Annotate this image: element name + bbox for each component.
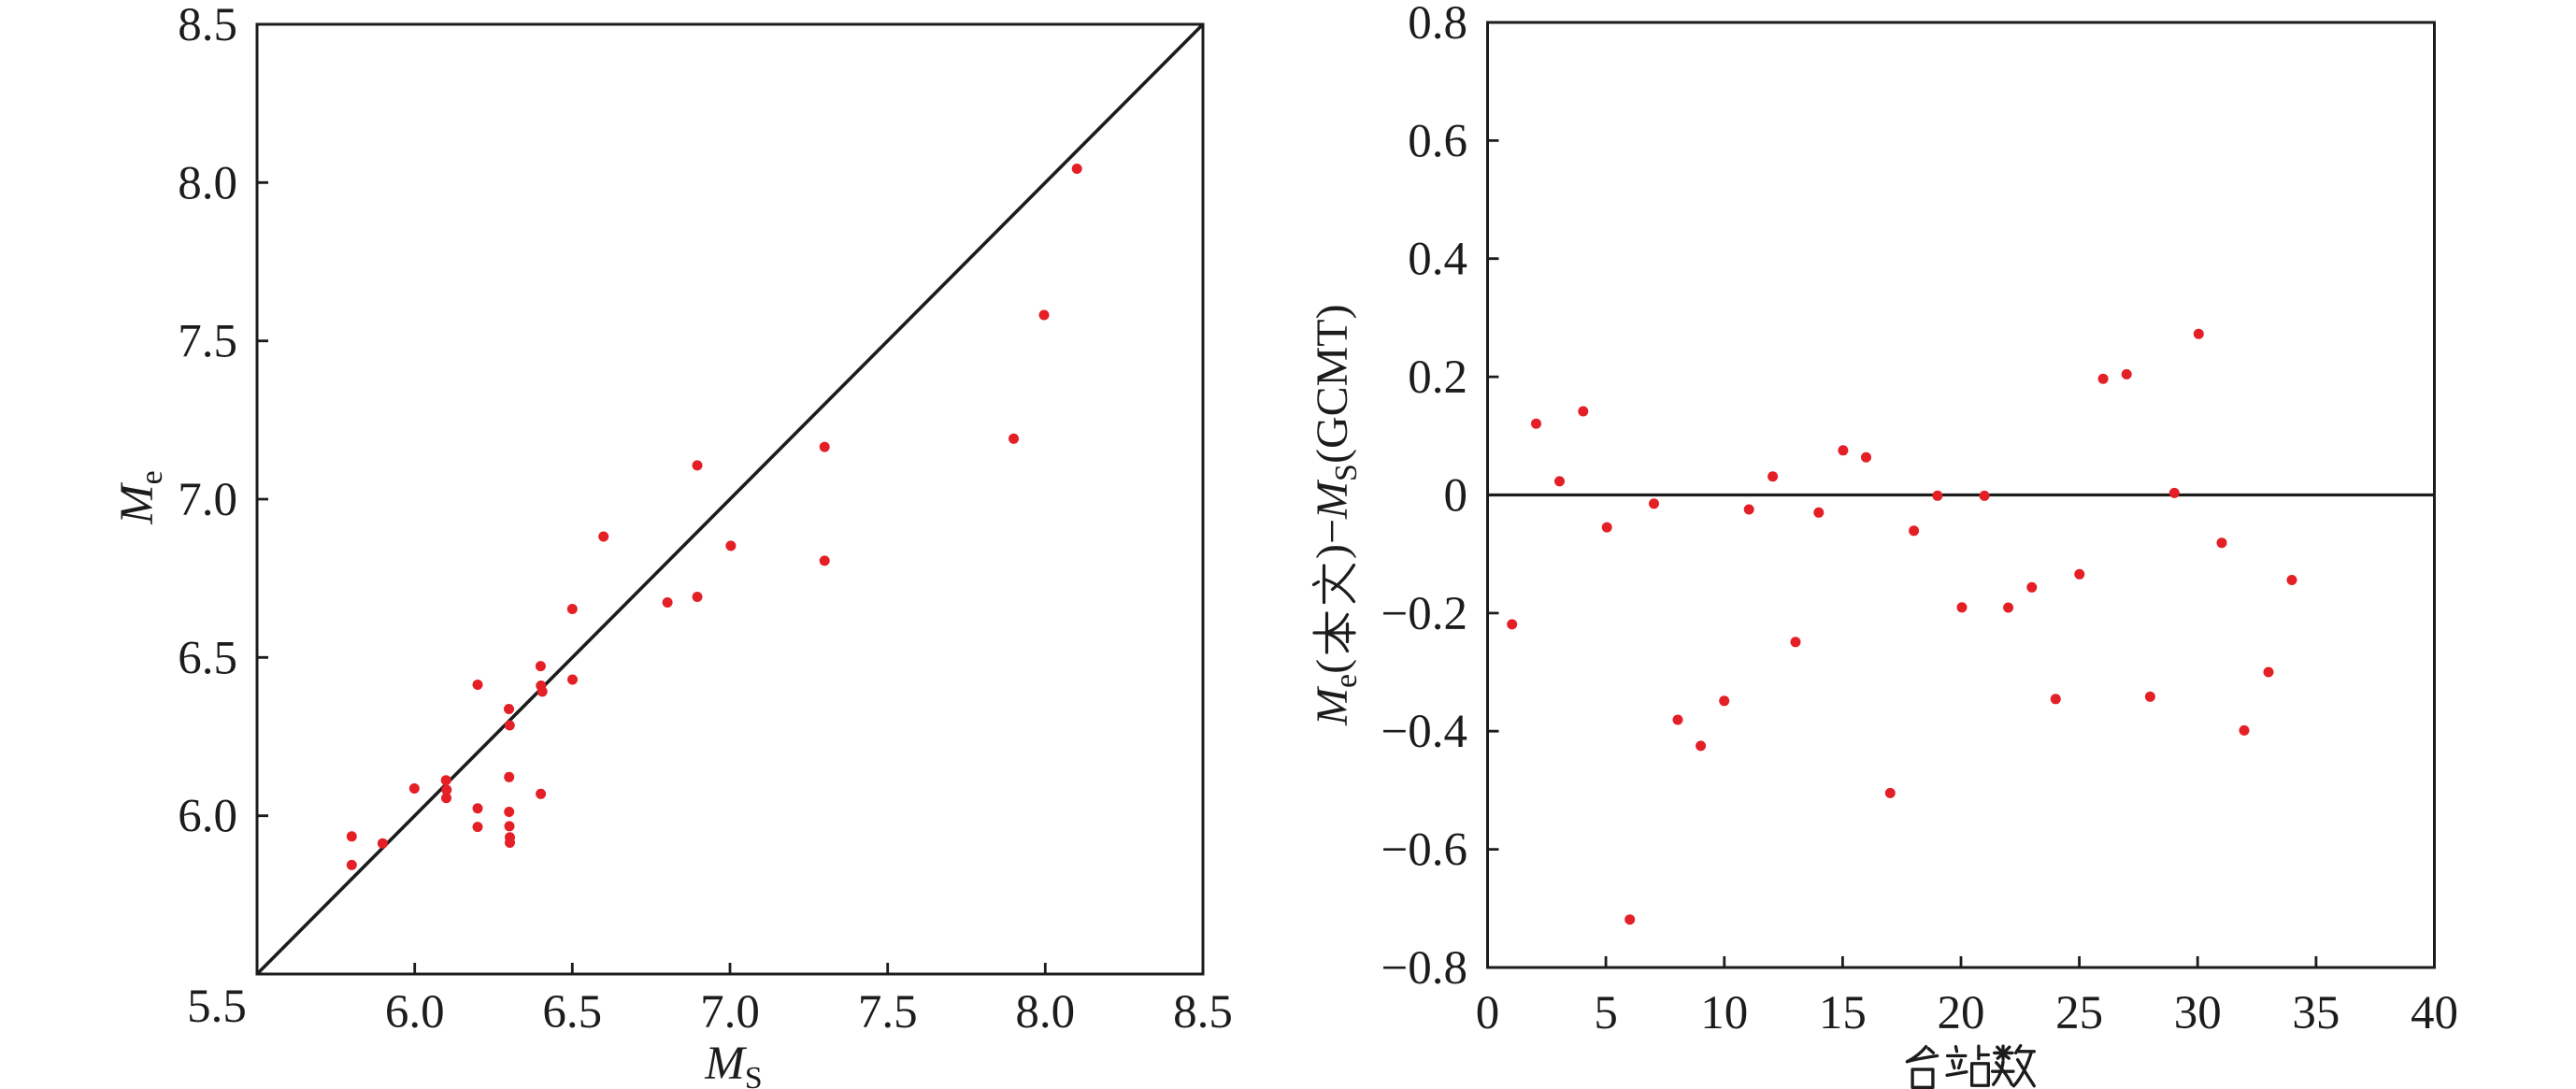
svg-text:15: 15 [1819,987,1867,1039]
svg-text:0.2: 0.2 [1408,351,1467,404]
svg-text:6.0: 6.0 [178,791,237,843]
svg-text:40: 40 [2411,987,2458,1039]
svg-text:0.4: 0.4 [1408,234,1467,286]
svg-text:Me(: Me( [1308,659,1364,726]
svg-text:20: 20 [1938,987,1985,1039]
svg-text:0: 0 [1444,470,1468,523]
svg-text:7.0: 7.0 [178,474,237,526]
svg-text:−0.4: −0.4 [1381,706,1467,758]
svg-text:30: 30 [2174,987,2222,1039]
svg-text:6.5: 6.5 [542,986,602,1039]
svg-text:8.0: 8.0 [178,157,237,209]
svg-text:)−MS(GCMT): )−MS(GCMT) [1308,304,1364,559]
svg-text:7.0: 7.0 [700,986,760,1039]
svg-text:0.8: 0.8 [1408,0,1467,50]
svg-text:0: 0 [1476,987,1500,1039]
svg-text:5.5: 5.5 [187,981,247,1033]
svg-text:Me: Me [111,470,169,525]
svg-text:6.5: 6.5 [178,632,237,684]
svg-text:35: 35 [2292,987,2340,1039]
svg-text:6.0: 6.0 [385,986,445,1039]
svg-text:−0.6: −0.6 [1381,824,1467,877]
svg-text:8.5: 8.5 [178,0,237,51]
svg-text:8.5: 8.5 [1173,986,1233,1039]
svg-text:25: 25 [2055,987,2103,1039]
svg-text:8.0: 8.0 [1015,986,1075,1039]
svg-text:7.5: 7.5 [858,986,918,1039]
svg-text:−0.2: −0.2 [1381,588,1467,640]
svg-text:7.5: 7.5 [178,316,237,368]
svg-text:0.6: 0.6 [1408,115,1467,167]
svg-text:−0.8: −0.8 [1381,942,1467,995]
svg-text:MS: MS [704,1038,762,1089]
svg-text:10: 10 [1700,987,1748,1039]
svg-text:5: 5 [1594,987,1618,1039]
